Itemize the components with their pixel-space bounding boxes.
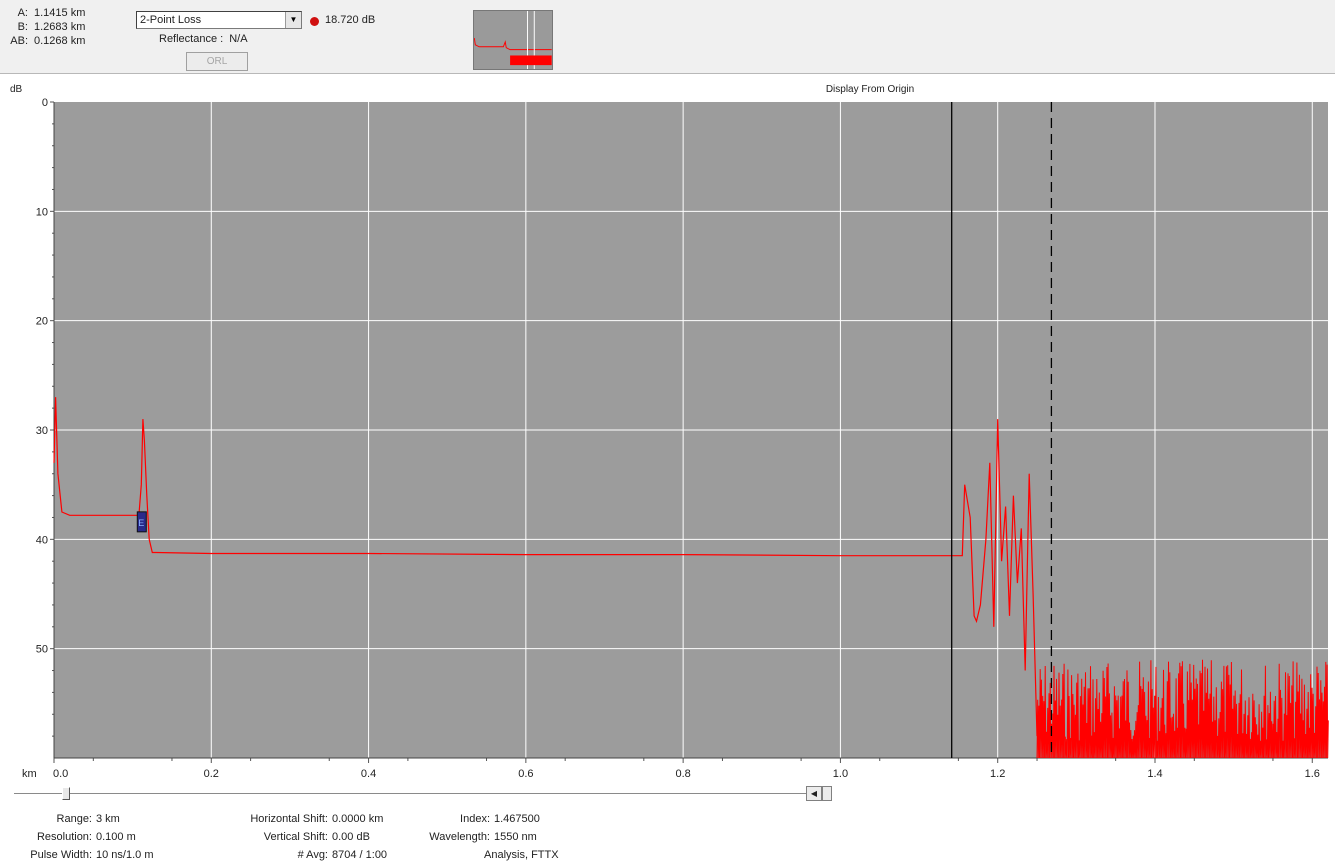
cursor-ab-readout: AB: 0.1268 km	[8, 34, 85, 48]
reflectance-value: N/A	[229, 33, 248, 45]
x-tick-label: 0.0	[53, 768, 68, 780]
x-tick-label: 1.4	[1147, 768, 1162, 780]
noise-floor-trace	[1036, 659, 1329, 759]
horizontal-shift-label: Horizontal Shift:	[250, 813, 328, 825]
reflectance-label: Reflectance :	[159, 33, 224, 45]
analysis-value: Analysis, FTTX	[484, 849, 559, 861]
orl-button[interactable]: ORL	[186, 52, 248, 71]
cursor-b-readout: B: 1.2683 km	[8, 20, 86, 34]
horizontal-shift-value: 0.0000 km	[332, 813, 384, 825]
chart-title: Display From Origin	[825, 84, 915, 95]
param-range: Range: 3 km	[0, 812, 120, 826]
cursor-a-value: 1.1415 km	[34, 7, 86, 19]
y-tick-label: 40	[36, 534, 48, 546]
cursor-a-label: A:	[17, 7, 28, 19]
zoom-slider-track[interactable]	[14, 793, 810, 795]
range-value: 3 km	[96, 813, 120, 825]
loss-indicator-icon	[310, 17, 319, 26]
event-marker	[136, 511, 147, 533]
y-tick-label: 0	[42, 97, 48, 109]
pulse-width-label: Pulse Width:	[30, 849, 92, 861]
wavelength-value: 1550 nm	[494, 831, 537, 843]
index-label: Index:	[460, 813, 490, 825]
x-tick-label: 1.0	[833, 768, 848, 780]
param-average: # Avg: 8704 / 1:00	[180, 848, 387, 862]
scroll-left-button[interactable]: ◀	[806, 786, 822, 801]
param-vertical-shift: Vertical Shift: 0.00 dB	[180, 830, 370, 844]
overview-trace	[474, 37, 552, 51]
range-label: Range:	[56, 813, 92, 825]
event-marker-label: E	[138, 518, 144, 528]
param-index: Index: 1.467500	[382, 812, 540, 826]
overview-noise-block	[510, 55, 552, 66]
cursor-ab-value: 0.1268 km	[34, 35, 86, 47]
param-wavelength: Wavelength: 1550 nm	[382, 830, 537, 844]
x-axis-label: km	[22, 768, 37, 780]
vertical-shift-value: 0.00 dB	[332, 831, 370, 843]
x-tick-label: 0.8	[675, 768, 690, 780]
vertical-shift-label: Vertical Shift:	[263, 831, 328, 843]
otdr-trace-chart[interactable]: 0.0 0.2 0.4 0.6 0.8 1.0 1.2 1.4 1.6 0 10 20 30 40 50 km…	[0, 96, 1335, 786]
resolution-label: Resolution:	[36, 831, 92, 843]
y-axis-label: dB	[10, 84, 23, 95]
measurement-mode-select[interactable]: 2-Point Loss ▼	[136, 11, 302, 29]
scroll-thumb[interactable]	[822, 786, 832, 801]
measurement-header: A: 1.1415 km B: 1.2683 km AB: 0.1268 km 2-P…	[0, 0, 1335, 74]
param-resolution: Resolution: 0.100 m	[0, 830, 136, 844]
cursor-ab-label: AB:	[10, 35, 28, 47]
cursor-b-label: B:	[17, 21, 28, 33]
x-tick-label: 1.6	[1305, 768, 1320, 780]
x-tick-label: 0.4	[361, 768, 376, 780]
measurement-mode-value: 2-Point Loss	[140, 14, 202, 26]
x-tick-label: 1.2	[990, 768, 1005, 780]
cursor-a-readout: A: 1.1415 km	[8, 6, 86, 20]
pulse-width-value: 10 ns/1.0 m	[96, 849, 154, 861]
zoom-slider-thumb[interactable]	[62, 787, 70, 800]
y-tick-label: 50	[36, 644, 48, 656]
param-horizontal-shift: Horizontal Shift: 0.0000 km	[180, 812, 383, 826]
loss-value: 18.720 dB	[325, 14, 376, 26]
param-pulse-width: Pulse Width: 10 ns/1.0 m	[0, 848, 153, 862]
wavelength-label: Wavelength:	[429, 831, 490, 843]
chevron-down-icon[interactable]: ▼	[285, 12, 301, 28]
cursor-b-value: 1.2683 km	[34, 21, 86, 33]
y-tick-label: 30	[36, 425, 48, 437]
average-value: 8704 / 1:00	[332, 849, 388, 861]
y-tick-label: 10	[36, 206, 48, 218]
trace-overview-thumbnail[interactable]	[473, 10, 553, 70]
param-analysis: Analysis, FTTX	[484, 848, 559, 862]
y-tick-label: 20	[36, 316, 48, 328]
x-tick-label: 0.2	[204, 768, 219, 780]
index-value: 1.467500	[494, 813, 540, 825]
average-label: # Avg:	[297, 849, 328, 861]
x-tick-label: 0.6	[518, 768, 533, 780]
reflectance-readout: Reflectance : N/A	[159, 33, 248, 45]
resolution-value: 0.100 m	[96, 831, 136, 843]
